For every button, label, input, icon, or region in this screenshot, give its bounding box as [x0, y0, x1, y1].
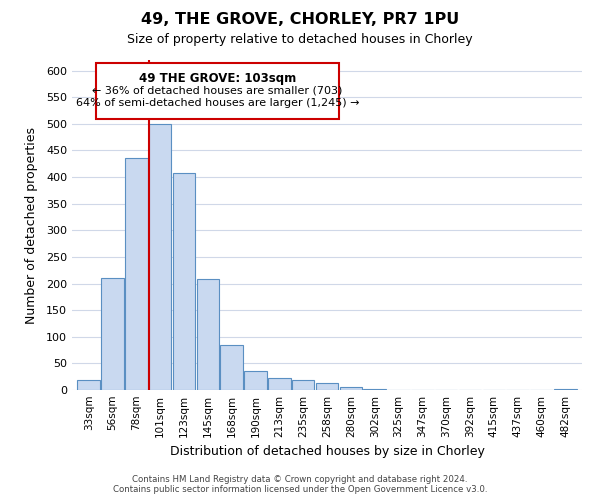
FancyBboxPatch shape: [96, 62, 339, 118]
Text: 49 THE GROVE: 103sqm: 49 THE GROVE: 103sqm: [139, 72, 296, 85]
Bar: [125, 158, 148, 390]
Bar: [244, 372, 267, 390]
Bar: [101, 278, 124, 390]
Text: 64% of semi-detached houses are larger (1,245) →: 64% of semi-detached houses are larger (…: [76, 98, 359, 108]
Text: Size of property relative to detached houses in Chorley: Size of property relative to detached ho…: [127, 32, 473, 46]
Text: 49, THE GROVE, CHORLEY, PR7 1PU: 49, THE GROVE, CHORLEY, PR7 1PU: [141, 12, 459, 28]
Text: ← 36% of detached houses are smaller (703): ← 36% of detached houses are smaller (70…: [92, 86, 343, 96]
Bar: [340, 388, 362, 390]
Bar: [554, 389, 577, 390]
Bar: [77, 380, 100, 390]
Text: Contains public sector information licensed under the Open Government Licence v3: Contains public sector information licen…: [113, 485, 487, 494]
Bar: [268, 378, 290, 390]
Text: Contains HM Land Registry data © Crown copyright and database right 2024.: Contains HM Land Registry data © Crown c…: [132, 475, 468, 484]
Bar: [292, 380, 314, 390]
Bar: [197, 280, 219, 390]
X-axis label: Distribution of detached houses by size in Chorley: Distribution of detached houses by size …: [170, 446, 484, 458]
Bar: [220, 346, 243, 390]
Bar: [173, 173, 196, 390]
Bar: [316, 383, 338, 390]
Y-axis label: Number of detached properties: Number of detached properties: [25, 126, 38, 324]
Bar: [149, 124, 172, 390]
